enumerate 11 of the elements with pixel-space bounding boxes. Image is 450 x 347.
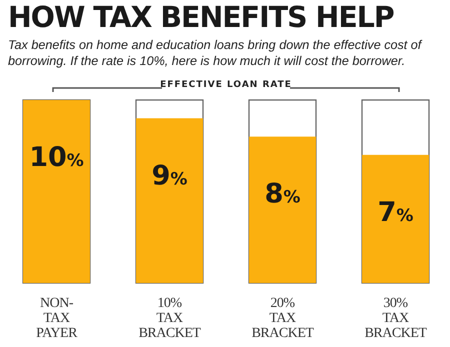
data-label: 8% xyxy=(264,178,300,210)
chart-subtitle: Tax benefits on home and education loans bring down the effective cost of borrowing. If the rate is 10%, here is how much it will cost the borrower. xyxy=(8,37,424,69)
x-tick-label: NON- TAX PAYER xyxy=(36,296,78,341)
x-tick-label: 20% TAX BRACKET xyxy=(252,296,314,341)
data-label: 7% xyxy=(378,196,414,228)
data-label: 9% xyxy=(152,160,188,192)
chart-title: HOW TAX BENEFITS HELP xyxy=(8,0,394,34)
data-label: 10% xyxy=(29,142,84,173)
x-tick-label: 10% TAX BRACKET xyxy=(138,296,202,341)
text: EFFECTIVE LOAN RATE xyxy=(159,80,293,90)
x-tick-label: 30% TAX BRACKET xyxy=(364,296,428,341)
